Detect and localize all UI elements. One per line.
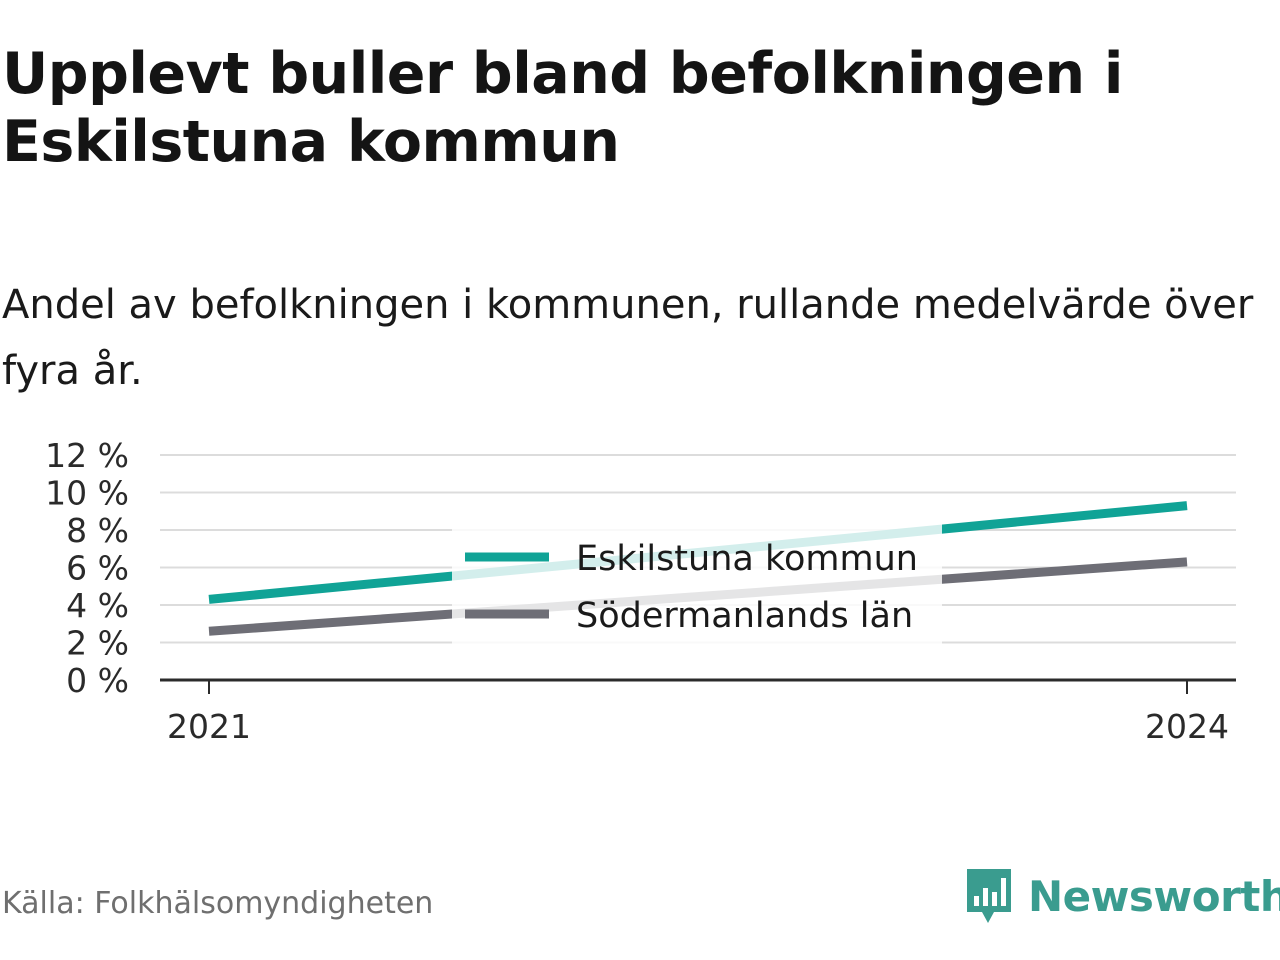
y-tick-label: 8 % <box>66 511 129 550</box>
x-tick-label: 2021 <box>167 707 251 746</box>
y-tick-label: 0 % <box>66 661 129 700</box>
y-axis: 0 %2 %4 %6 %8 %10 %12 % <box>45 436 129 700</box>
x-tick-label: 2024 <box>1145 707 1229 746</box>
legend-box <box>452 522 942 644</box>
y-tick-label: 6 % <box>66 549 129 588</box>
bar-chart-speech-bubble-icon <box>967 869 1011 923</box>
source-note: Källa: Folkhälsomyndigheten <box>2 886 434 921</box>
legend: Eskilstuna kommun Södermanlands län <box>452 522 942 644</box>
y-tick-label: 2 % <box>66 624 129 663</box>
legend-label: Eskilstuna kommun <box>576 539 918 579</box>
y-tick-label: 10 % <box>45 474 129 513</box>
y-tick-label: 4 % <box>66 586 129 625</box>
brand-name: Newsworthy <box>1028 871 1280 921</box>
chart-subtitle: Andel av befolkningen i kommunen, rullan… <box>2 282 1254 394</box>
chart-title: Upplevt buller bland befolkningen i Eski… <box>2 41 1123 175</box>
x-axis: 2021 2024 <box>160 678 1236 746</box>
legend-label: Södermanlands län <box>576 596 913 636</box>
brand-logo: Newsworthy <box>964 864 1280 928</box>
y-tick-label: 12 % <box>45 436 129 475</box>
